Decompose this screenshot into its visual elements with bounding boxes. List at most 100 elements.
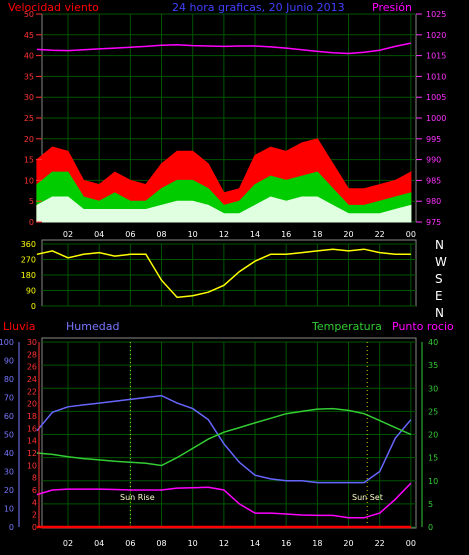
rain-y-tick: 24 — [27, 375, 37, 384]
temperature-y-tick: 0 — [428, 523, 433, 532]
wind-y-tick: 40 — [24, 52, 34, 61]
rain-y-tick: 12 — [27, 449, 37, 458]
wind-x-tick: 20 — [343, 230, 353, 239]
temperature-y-tick: 35 — [428, 361, 438, 370]
rain-y-tick: 30 — [27, 338, 37, 347]
temperature-y-tick: 25 — [428, 407, 438, 416]
rain-y-tick: 28 — [27, 350, 37, 359]
dew-point-label: Punto rocio — [392, 320, 454, 333]
compass-w: W — [435, 255, 447, 269]
humidity-y-tick: 100 — [0, 338, 14, 347]
wind-y-tick: 10 — [24, 176, 34, 185]
humidity-y-tick: 10 — [4, 505, 14, 514]
lower-x-tick: 14 — [250, 539, 260, 548]
pressure-y-tick: 995 — [426, 135, 441, 144]
wind-x-tick: 14 — [250, 230, 260, 239]
humidity-y-tick: 80 — [4, 375, 14, 384]
lower-x-tick: 20 — [343, 539, 353, 548]
wind-x-tick: 12 — [219, 230, 229, 239]
pressure-label: Presión — [372, 1, 412, 14]
direction-y-tick: 0 — [31, 302, 36, 311]
lower-x-tick: 06 — [125, 539, 135, 548]
pressure-y-tick: 975 — [426, 218, 441, 227]
temperature-y-tick: 20 — [428, 431, 438, 440]
pressure-y-tick: 985 — [426, 176, 441, 185]
rain-y-tick: 6 — [32, 486, 37, 495]
pressure-y-tick: 1010 — [426, 72, 446, 81]
pressure-y-tick: 1025 — [426, 10, 446, 19]
wind-x-tick: 02 — [63, 230, 73, 239]
humidity-line — [36, 394, 412, 484]
wind-y-tick: 25 — [24, 114, 34, 123]
rain-y-tick: 10 — [27, 461, 37, 470]
wind-x-tick: 16 — [281, 230, 291, 239]
lower-x-tick: 18 — [312, 539, 322, 548]
humidity-y-tick: 90 — [4, 357, 14, 366]
direction-y-tick: 180 — [21, 271, 36, 280]
sunrise-label: Sun Rise — [120, 493, 155, 502]
temperature-label: Temperatura — [311, 320, 382, 333]
wind-y-tick: 50 — [24, 10, 34, 19]
wind-x-tick: 04 — [94, 230, 104, 239]
wind-x-tick: 00 — [406, 230, 416, 239]
wind-x-tick: 10 — [188, 230, 198, 239]
lower-x-tick: 12 — [219, 539, 229, 548]
rain-y-tick: 22 — [27, 387, 37, 396]
wind-x-tick: 08 — [156, 230, 166, 239]
compass-n-bottom: N — [435, 306, 444, 320]
humidity-y-tick: 20 — [4, 486, 14, 495]
pressure-y-tick: 990 — [426, 156, 441, 165]
pressure-y-tick: 1020 — [426, 31, 446, 40]
temperature-y-tick: 30 — [428, 384, 438, 393]
wind-speed-area — [36, 196, 412, 223]
lower-x-tick: 04 — [94, 539, 104, 548]
pressure-line — [36, 42, 412, 55]
wind-x-tick: 22 — [375, 230, 385, 239]
humidity-y-tick: 60 — [4, 412, 14, 421]
direction-y-tick: 90 — [26, 287, 36, 296]
temperature-y-tick: 15 — [428, 454, 438, 463]
humidity-y-tick: 0 — [9, 523, 14, 532]
sunset-label: Sun Set — [352, 493, 383, 502]
compass-e: E — [435, 289, 443, 303]
pressure-y-tick: 1015 — [426, 52, 446, 61]
temperature-y-tick: 5 — [428, 500, 433, 509]
humidity-y-tick: 40 — [4, 449, 14, 458]
wind-x-tick: 06 — [125, 230, 135, 239]
rain-y-tick: 26 — [27, 363, 37, 372]
humidity-y-tick: 30 — [4, 468, 14, 477]
rain-y-tick: 20 — [27, 400, 37, 409]
lower-x-tick: 22 — [375, 539, 385, 548]
wind-y-tick: 35 — [24, 72, 34, 81]
rain-y-tick: 18 — [27, 412, 37, 421]
lower-x-tick: 02 — [63, 539, 73, 548]
wind-y-tick: 30 — [24, 93, 34, 102]
pressure-y-tick: 980 — [426, 197, 441, 206]
wind-y-tick: 0 — [29, 218, 34, 227]
wind-speed-label: Velocidad viento — [8, 1, 99, 14]
humidity-y-tick: 70 — [4, 394, 14, 403]
wind-x-tick: 18 — [312, 230, 322, 239]
temperature-y-tick: 40 — [428, 338, 438, 347]
wind-y-tick: 5 — [29, 197, 34, 206]
lower-x-tick: 08 — [156, 539, 166, 548]
rain-y-tick: 4 — [32, 498, 37, 507]
wind-direction-line — [36, 248, 411, 299]
pressure-y-tick: 1005 — [426, 93, 446, 102]
wind-y-tick: 45 — [24, 31, 34, 40]
compass-n-top: N — [435, 238, 444, 252]
lower-x-tick: 16 — [281, 539, 291, 548]
rain-y-tick: 14 — [27, 437, 37, 446]
humidity-label: Humedad — [66, 320, 119, 333]
data-layer — [36, 42, 412, 529]
tick-layer: 0510152025303540455097598098599099510001… — [0, 10, 446, 548]
temperature-line — [36, 407, 412, 467]
lower-x-tick: 00 — [406, 539, 416, 548]
compass-s: S — [435, 272, 443, 286]
direction-y-tick: 270 — [21, 256, 36, 265]
rain-y-tick: 16 — [27, 424, 37, 433]
rain-y-tick: 2 — [32, 511, 37, 520]
direction-y-tick: 360 — [21, 240, 36, 249]
rain-y-tick: 8 — [32, 474, 37, 483]
